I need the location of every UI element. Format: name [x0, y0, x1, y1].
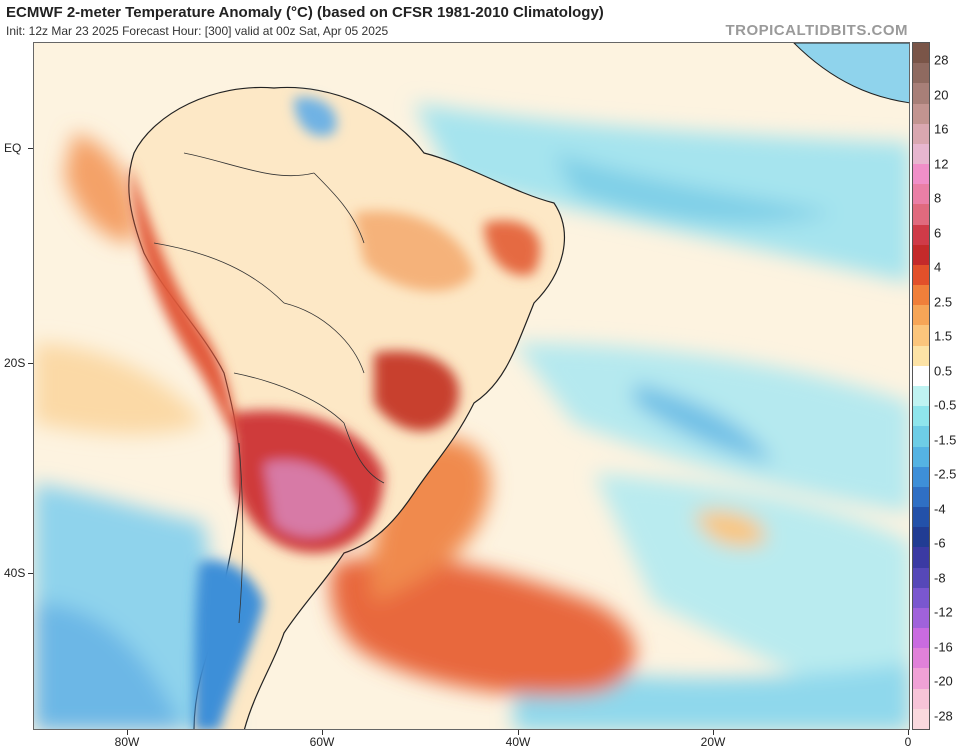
colorbar-label: -8	[934, 570, 946, 586]
land-anomaly-field	[129, 97, 541, 729]
colorbar-segment	[913, 164, 929, 185]
lon-label-80w: 80W	[114, 735, 140, 749]
lat-tick	[28, 573, 33, 574]
lon-label-60w: 60W	[309, 735, 335, 749]
colorbar-label: -16	[934, 639, 953, 655]
colorbar-label: 28	[934, 52, 949, 68]
colorbar-segment	[913, 285, 929, 306]
lat-label-eq: EQ	[4, 141, 22, 155]
colorbar-segment	[913, 83, 929, 105]
colorbar-segment	[913, 63, 929, 84]
lat-label-40s: 40S	[4, 566, 26, 580]
lon-label-40w: 40W	[505, 735, 531, 749]
colorbar-segment	[913, 628, 929, 649]
colorbar-segment	[913, 325, 929, 347]
brand-watermark: TROPICALTIDBITS.COM	[725, 22, 908, 39]
colorbar-segment	[913, 204, 929, 226]
colorbar-segment	[913, 567, 929, 589]
colorbar	[912, 42, 930, 730]
colorbar-label: -12	[934, 604, 953, 620]
colorbar-label: -6	[934, 535, 946, 551]
colorbar-segment	[913, 386, 929, 407]
colorbar-segment	[913, 345, 929, 367]
colorbar-label: 6	[934, 225, 942, 241]
colorbar-segment	[913, 43, 929, 64]
anomaly-field	[34, 103, 909, 729]
colorbar-segment	[913, 547, 929, 569]
colorbar-segment	[913, 123, 929, 145]
lon-label-20w: 20W	[700, 735, 726, 749]
colorbar-label: 0.5	[934, 363, 953, 379]
africa-coast	[793, 43, 909, 104]
colorbar-segment	[913, 103, 929, 125]
colorbar-segment	[913, 607, 929, 629]
colorbar-segment	[913, 527, 929, 548]
lon-tick	[518, 730, 519, 735]
colorbar-segment	[913, 708, 929, 730]
colorbar-segment	[913, 688, 929, 710]
colorbar-segment	[913, 305, 929, 326]
colorbar-label: 1.5	[934, 328, 953, 344]
colorbar-segment	[913, 446, 929, 468]
colorbar-label: -1.5	[934, 432, 957, 448]
colorbar-label: -4	[934, 501, 946, 517]
colorbar-segment	[913, 587, 929, 609]
colorbar-label: 12	[934, 156, 949, 172]
lon-tick	[322, 730, 323, 735]
temperature-anomaly-map	[33, 42, 910, 730]
colorbar-label: -2.5	[934, 466, 957, 482]
colorbar-segment	[913, 143, 929, 165]
map-title: ECMWF 2-meter Temperature Anomaly (°C) (…	[6, 4, 604, 21]
lon-tick	[127, 730, 128, 735]
colorbar-label: 8	[934, 190, 942, 206]
colorbar-segment	[913, 648, 929, 669]
colorbar-label: -28	[934, 708, 953, 724]
lon-label-0: 0	[904, 735, 912, 749]
colorbar-label: -0.5	[934, 397, 957, 413]
colorbar-segment	[913, 466, 929, 488]
colorbar-label: -20	[934, 673, 953, 689]
map-canvas	[34, 43, 909, 729]
lat-tick	[28, 363, 33, 364]
colorbar-segment	[913, 486, 929, 508]
colorbar-label: 4	[934, 259, 942, 275]
colorbar-segment	[913, 507, 929, 528]
colorbar-segment	[913, 184, 929, 205]
lat-tick	[28, 148, 33, 149]
country-borders	[153, 152, 385, 624]
lon-tick	[713, 730, 714, 735]
colorbar-segment	[913, 406, 929, 427]
colorbar-segment	[913, 264, 929, 286]
colorbar-segment	[913, 668, 929, 690]
colorbar-label: 16	[934, 121, 949, 137]
lat-label-20s: 20S	[4, 356, 26, 370]
colorbar-segment	[913, 365, 929, 387]
map-subtitle: Init: 12z Mar 23 2025 Forecast Hour: [30…	[6, 24, 389, 38]
colorbar-label: 2.5	[934, 294, 953, 310]
lon-tick	[908, 730, 909, 735]
colorbar-segment	[913, 244, 929, 266]
colorbar-segment	[913, 224, 929, 246]
colorbar-label: 20	[934, 87, 949, 103]
colorbar-segment	[913, 426, 929, 448]
